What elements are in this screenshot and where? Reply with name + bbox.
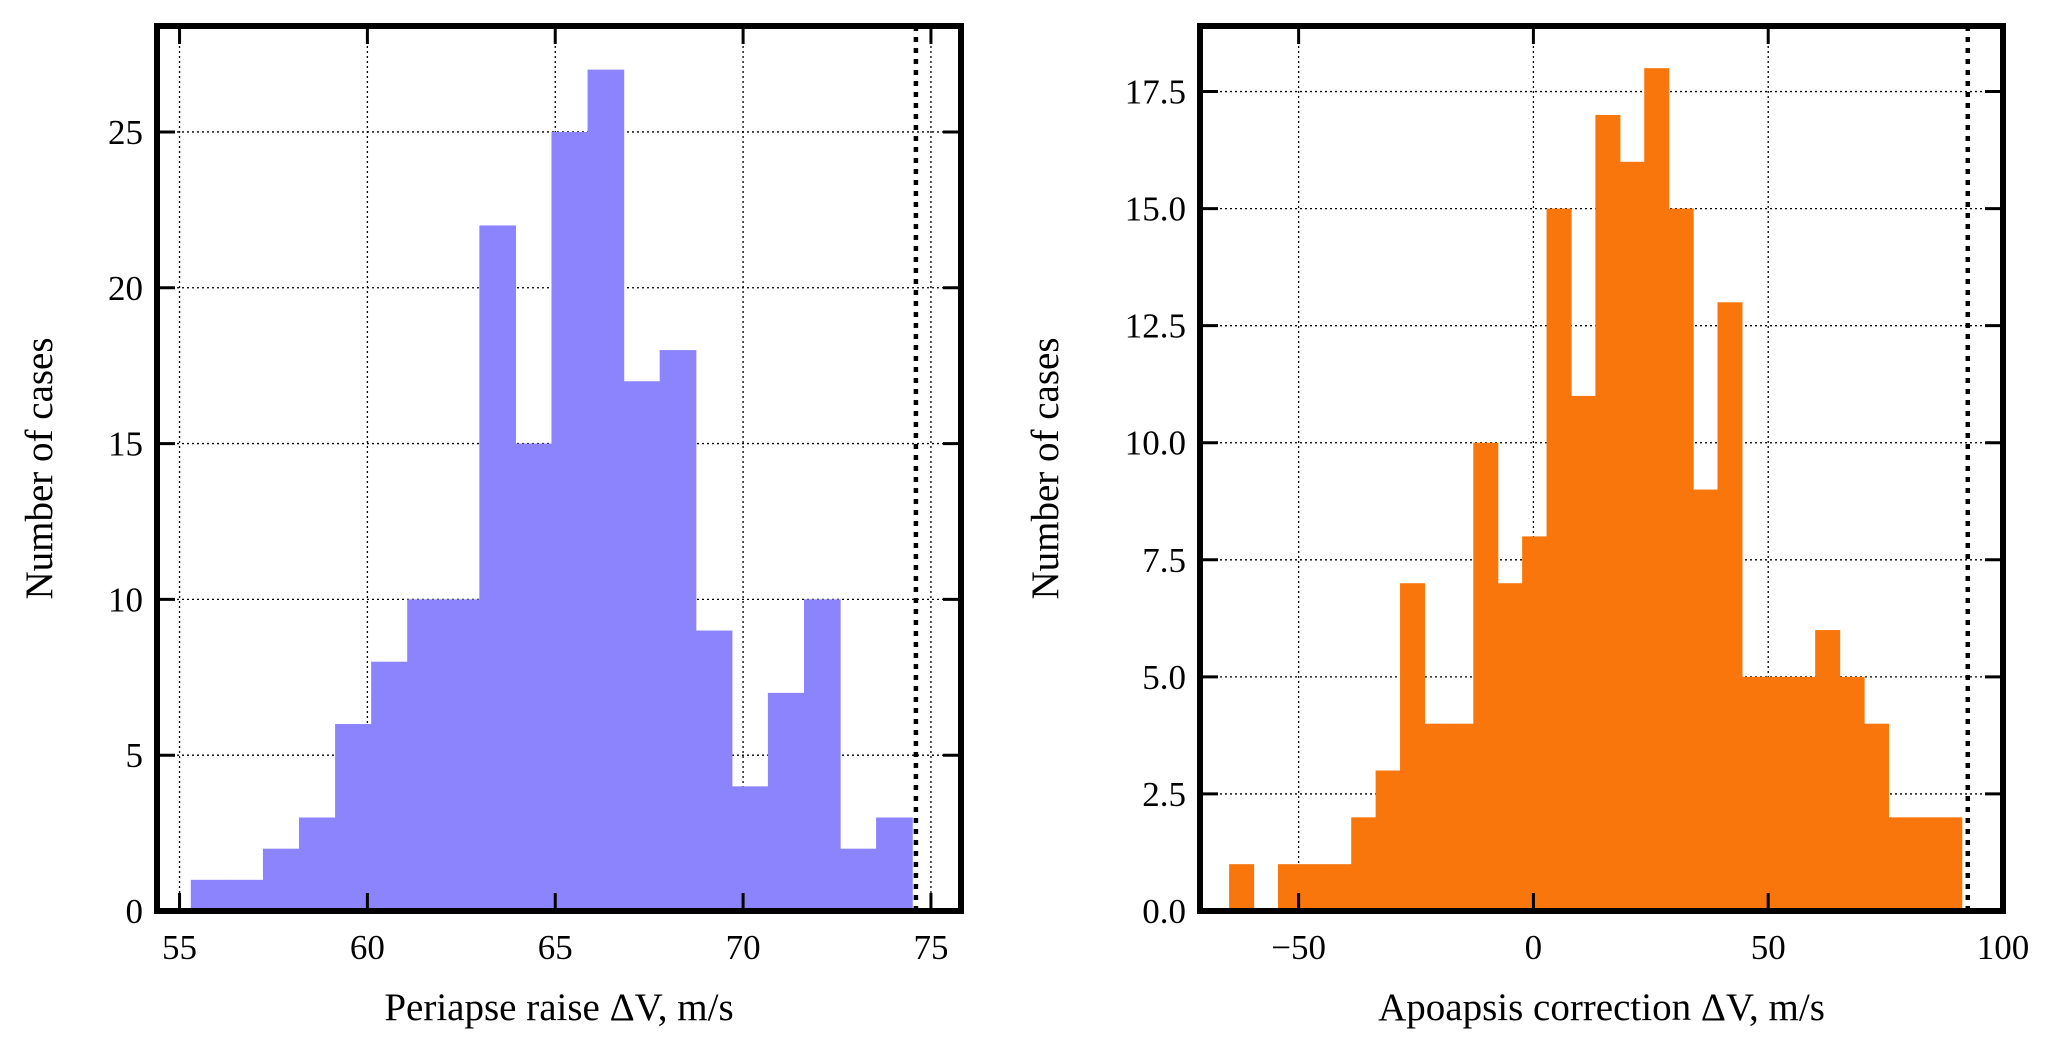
histogram-bar [1302,864,1328,911]
histogram-bar [1937,817,1963,911]
y-tick-label: 12.5 [1125,307,1186,346]
x-tick-label: 75 [913,928,948,967]
x-axis-label: Apoapsis correction ΔV, m/s [1378,986,1825,1029]
histogram-bar [876,817,913,911]
histogram-bars [1229,68,1963,912]
histogram-bar [1375,770,1401,911]
histogram-bar [1473,442,1499,911]
periapse-histogram-panel: 55 60 65 70 75 0 5 10 15 20 25 Periapse raise ΔV, m… [18,23,964,1029]
histogram-bar [1864,723,1890,911]
y-tick-label: 17.5 [1125,73,1186,112]
histogram-bar [1400,583,1426,911]
histogram-bar [1839,676,1865,911]
histogram-bar [695,630,733,911]
y-tick-label: 10 [108,580,143,619]
plot-frame [154,23,964,914]
histogram-bar [623,381,661,912]
histogram-bar [1766,676,1792,911]
histogram-bar [1522,536,1548,911]
histogram-bar [1448,723,1474,911]
histogram-bar [1668,208,1694,912]
histogram-bar [1815,630,1841,911]
y-axis-label: Number of cases [18,337,61,599]
x-tick-label: 65 [538,928,573,967]
histogram-bar [1229,864,1255,911]
x-tick-label: 60 [350,928,385,967]
histogram-bar [515,443,553,911]
y-tick-label: 5 [126,736,144,775]
histogram-bar [1570,395,1596,911]
histogram-bar [1497,583,1523,911]
histogram-bar [1619,161,1645,912]
histogram-bar [1546,208,1572,912]
y-tick-label: 5.0 [1142,658,1186,697]
histogram-bar [226,879,264,911]
histogram-bar [1888,817,1914,911]
y-tick-label: 20 [108,269,143,308]
histogram-bar [1595,114,1621,911]
histogram-bar [335,724,372,911]
x-tick-label: −50 [1271,928,1326,967]
histogram-bar [1741,676,1767,911]
y-tick-label: 25 [108,113,143,152]
y-tick-label: 10.0 [1125,424,1186,463]
histogram-bar [803,599,841,911]
histogram-bar [190,879,228,911]
x-axis-label: Periapse raise ΔV, m/s [384,986,733,1029]
histogram-bars [190,69,913,912]
histogram-bar [587,69,625,911]
histogram-bar [262,848,300,911]
histogram-bar [551,131,589,912]
histogram-bar [1644,68,1670,911]
histogram-bar [1912,817,1938,911]
y-tick-label: 15 [108,425,143,464]
histogram-bar [731,786,769,911]
histogram-bar [1717,302,1743,911]
x-tick-label: 55 [162,928,197,967]
plot-frame [1197,23,2006,914]
histogram-bar [407,599,444,911]
x-tick-label: 0 [1525,928,1543,967]
histogram-bar [299,817,336,911]
histogram-bar [1790,676,1816,911]
histogram-bar [1693,489,1719,911]
y-tick-label: 2.5 [1142,775,1186,814]
histogram-bar [659,350,697,912]
x-tick-label: 70 [726,928,761,967]
y-tick-label: 0 [126,892,144,931]
histogram-bar [479,225,517,911]
y-tick-label: 15.0 [1125,190,1186,229]
histogram-bar [443,599,480,911]
histogram-bar [371,661,408,911]
y-tick-label: 7.5 [1142,541,1186,580]
histogram-bar [1424,723,1450,911]
x-tick-label: 50 [1751,928,1786,967]
apoapsis-histogram-panel: −50 0 50 100 0.0 2.5 5.0 7.5 10.0 12.5 15.0 17.5 Apo… [1024,23,2030,1029]
y-tick-label: 0.0 [1142,892,1186,931]
histogram-bar [767,692,805,911]
histogram-bar [1351,817,1377,911]
histogram-bar [1326,864,1352,911]
x-tick-label: 100 [1977,928,2030,967]
histogram-bar [840,848,877,911]
y-axis-label: Number of cases [1024,337,1067,599]
